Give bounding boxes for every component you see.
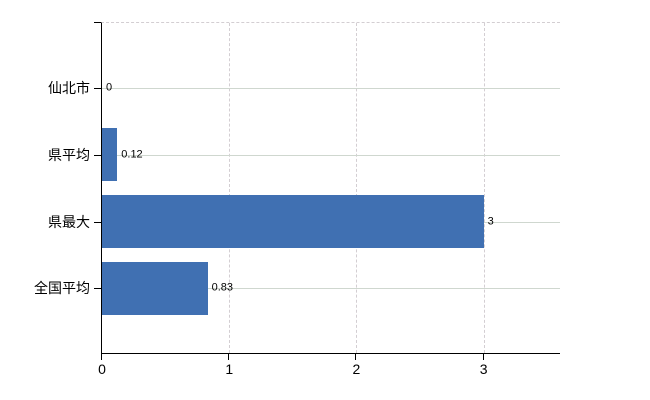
- v-gridline: [483, 23, 485, 353]
- y-axis-tick: [94, 88, 101, 89]
- plot-area: 0 0.12 3 0.83: [101, 22, 560, 354]
- bar-value-label: 0.12: [121, 148, 143, 161]
- x-axis-tick-label: 1: [225, 361, 234, 377]
- y-axis-tick: [94, 288, 101, 290]
- bar-value-label: 3: [487, 215, 494, 228]
- v-gridline: [356, 23, 358, 353]
- h-gridline: [102, 288, 560, 290]
- y-axis-tick: [94, 221, 101, 223]
- x-axis-tick-label: 0: [98, 361, 106, 377]
- x-axis-tick: [101, 354, 102, 360]
- x-axis-tick: [482, 354, 484, 360]
- bar-value-label: 0: [106, 81, 113, 94]
- bar: [102, 261, 208, 315]
- y-axis-tick: [94, 154, 101, 156]
- y-axis-category-label: 県最大: [48, 213, 90, 230]
- bar: [102, 128, 118, 182]
- v-gridline: [229, 23, 231, 353]
- x-axis-tick-label: 3: [479, 361, 488, 377]
- y-axis-top-tick: [94, 22, 101, 23]
- bar: [102, 195, 484, 249]
- y-axis-category-label: 仙北市: [48, 80, 90, 96]
- y-axis-category-label: 県平均: [48, 146, 90, 163]
- x-axis-tick: [355, 354, 357, 360]
- h-gridline: [102, 88, 560, 89]
- h-gridline: [102, 154, 560, 156]
- y-axis-category-label: 全国平均: [34, 280, 90, 297]
- x-axis-tick-label: 2: [352, 361, 361, 377]
- bar-value-label: 0.83: [211, 281, 234, 294]
- x-axis-tick: [228, 354, 230, 360]
